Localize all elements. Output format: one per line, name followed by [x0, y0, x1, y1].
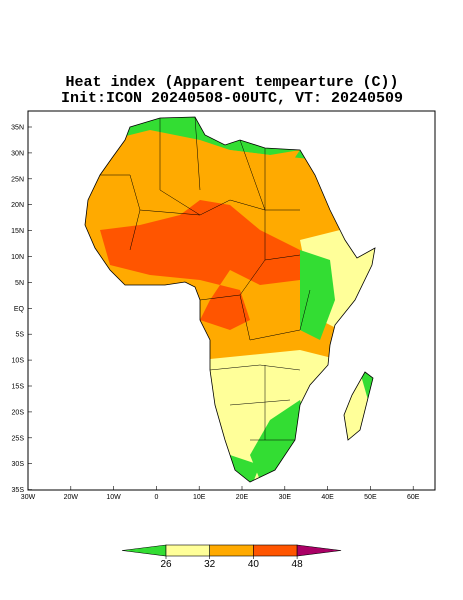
lat-tick-label: 35N [11, 125, 24, 132]
lat-tick-label: 10S [12, 358, 25, 365]
borders [100, 116, 311, 441]
map-frame [27, 110, 436, 491]
lat-tick-label: 5S [15, 332, 24, 339]
colorbar-segment [165, 544, 211, 557]
lon-tick-label: 40E [321, 494, 334, 501]
lon-tick-label: 30W [21, 494, 36, 501]
subtitle: Init:ICON 20240508-00UTC, VT: 20240509 [61, 90, 403, 107]
lat-tick-label: 15S [12, 384, 25, 391]
lat-tick-label: 15N [11, 228, 24, 235]
lat-tick-label: 30N [11, 150, 24, 157]
lat-tick-label: 35S [12, 487, 25, 494]
colorbar-high [296, 544, 342, 557]
lat-tick-label: 5N [15, 280, 24, 287]
lat-tick-label: 25S [12, 435, 25, 442]
lat-tick-label: 10N [11, 254, 24, 261]
lat-tick-label: 30S [12, 461, 25, 468]
lat-tick-label: 25N [11, 176, 24, 183]
colorbar-segment [253, 544, 298, 557]
lon-tick-label: 10E [193, 494, 206, 501]
colorbar-label: 26 [160, 559, 172, 570]
lon-tick-label: 20E [236, 494, 249, 501]
lon-tick-label: 0 [154, 494, 158, 501]
lon-tick-label: 60E [407, 494, 420, 501]
lon-tick-label: 10W [106, 494, 121, 501]
lat-tick-label: 20S [12, 409, 25, 416]
lon-tick-label: 30E [279, 494, 292, 501]
colorbar-label: 40 [248, 559, 260, 570]
colorbar-low [121, 544, 167, 557]
colorbar-segment [209, 544, 254, 557]
heat-map [85, 117, 375, 482]
colorbar-label: 48 [292, 559, 304, 570]
lat-tick-label: 20N [11, 202, 24, 209]
title: Heat index (Apparent tempearture (C)) [65, 74, 398, 91]
madagascar-outline [343, 371, 374, 441]
colorbar-label: 32 [204, 559, 216, 570]
lat-tick-label: EQ [14, 306, 25, 313]
lon-tick-label: 50E [364, 494, 377, 501]
lon-tick-label: 20W [64, 494, 79, 501]
